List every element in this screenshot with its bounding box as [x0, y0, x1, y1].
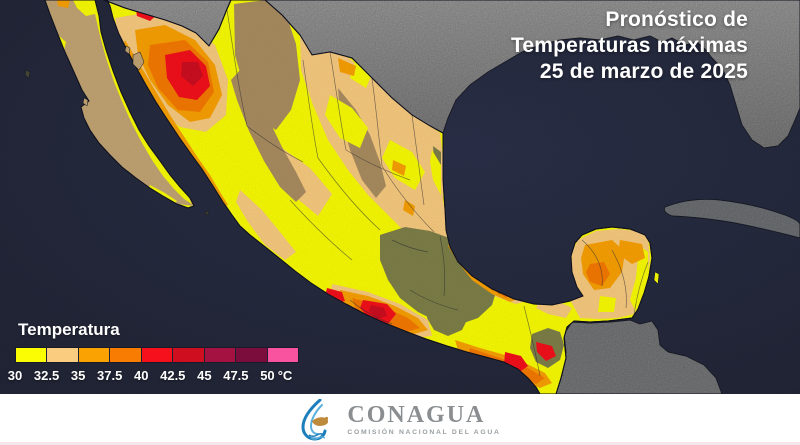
legend-swatch	[267, 348, 298, 362]
legend-swatch	[47, 348, 79, 362]
legend-swatch	[110, 348, 142, 362]
legend-title: Temperatura	[18, 320, 120, 339]
title-line-3: 25 de marzo de 2025	[539, 60, 748, 83]
legend-swatch	[16, 348, 48, 362]
legend-swatch	[78, 348, 111, 362]
legend-tick: 50	[260, 368, 275, 383]
map-texture	[0, 0, 800, 394]
legend-tick: 40	[133, 368, 149, 383]
legend-tick: 47.5	[223, 368, 249, 383]
map-title: Pronóstico de Temperaturas máximas 25 de…	[511, 7, 748, 85]
legend-tick: 32.5	[33, 368, 60, 383]
legend-unit: °C	[277, 368, 293, 383]
legend-color-bar	[15, 347, 299, 363]
mexico-temperature-map	[0, 0, 800, 394]
footer: CONAGUA COMISIÓN NACIONAL DEL AGUA	[0, 394, 800, 445]
temperature-legend: Temperatura 30 32.5 35 37.5 40 42.5 45 47.5 50 °C	[8, 320, 325, 384]
legend-swatch	[141, 348, 174, 362]
brand-name: CONAGUA	[347, 402, 486, 428]
legend-swatch	[236, 348, 268, 362]
brand-subtitle: COMISIÓN NACIONAL DEL AGUA	[347, 429, 501, 436]
legend-swatch	[173, 348, 205, 362]
legend-tick: 45	[197, 368, 212, 383]
legend-tick-labels: 30 32.5 35 37.5 40 42.5 45 47.5 50 °C	[8, 368, 315, 384]
title-line-1: Pronóstico de	[605, 8, 748, 31]
legend-tick: 30	[7, 368, 23, 383]
legend-tick: 35	[70, 368, 86, 383]
conagua-logo: CONAGUA COMISIÓN NACIONAL DEL AGUA	[299, 398, 501, 441]
title-line-2: Temperaturas máximas	[510, 34, 748, 57]
legend-tick: 42.5	[160, 368, 186, 383]
legend-swatch	[204, 348, 237, 362]
legend-tick: 37.5	[97, 368, 123, 383]
water-drop-eagle-icon	[301, 398, 329, 441]
